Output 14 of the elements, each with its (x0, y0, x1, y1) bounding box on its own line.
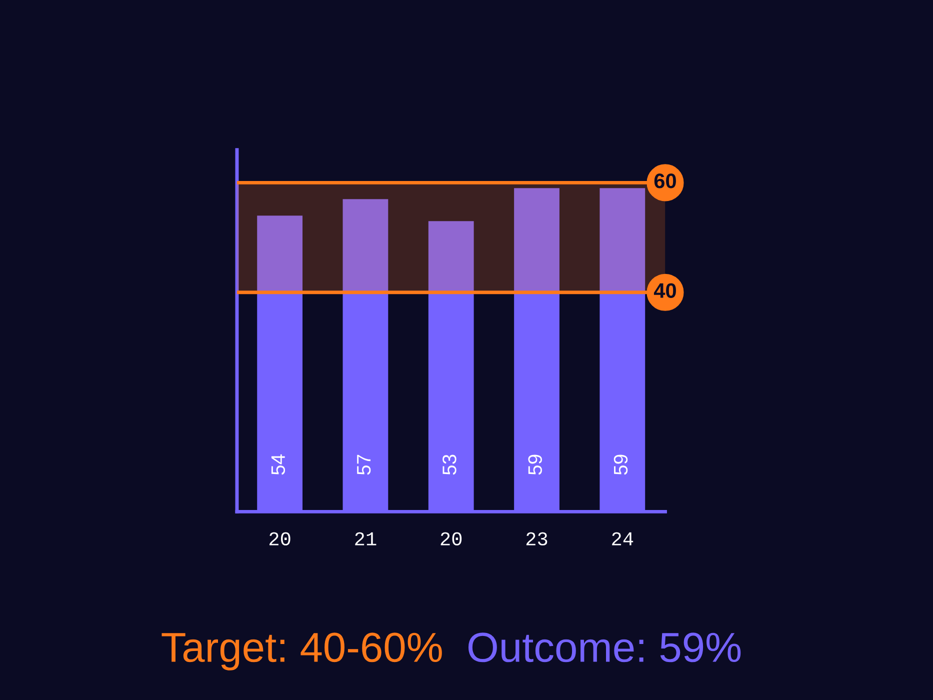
x-tick-label: 24 (612, 532, 634, 546)
text: Target: 40-60% (162, 632, 442, 670)
data-label: 54 (271, 454, 286, 475)
data-label: 53 (442, 454, 456, 475)
data-label: 57 (357, 454, 371, 475)
ref-line-label: 60 (654, 174, 676, 188)
data-label: 59 (528, 454, 542, 475)
x-tick-label: 23 (526, 532, 548, 546)
x-tick-label: 20 (270, 532, 290, 546)
data-label: 59 (614, 454, 628, 475)
ref-line-label: 40 (654, 283, 676, 298)
x-tick-label: 21 (355, 532, 376, 546)
x-tick-label: 20 (440, 532, 462, 546)
text: Outcome: 59% (468, 632, 741, 662)
